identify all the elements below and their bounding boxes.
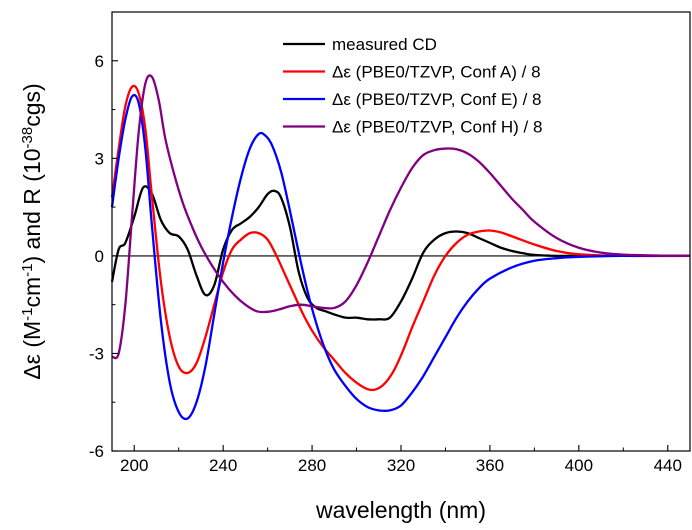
- legend-item-conf-a: Δε (PBE0/TZVP, Conf A) / 8: [283, 63, 541, 82]
- x-tick-label: 200: [120, 456, 148, 475]
- x-tick-label: 240: [209, 456, 237, 475]
- legend: measured CD Δε (PBE0/TZVP, Conf A) / 8 Δ…: [283, 35, 542, 137]
- x-tick-label: 400: [565, 456, 593, 475]
- legend-item-conf-e: Δε (PBE0/TZVP, Conf E) / 8: [283, 90, 541, 109]
- y-tick-label: -6: [89, 442, 104, 461]
- x-tick-label: 360: [476, 456, 504, 475]
- legend-item-measured-cd: measured CD: [283, 35, 437, 54]
- y-tick-label: 0: [95, 247, 104, 266]
- y-tick-label: 6: [95, 52, 104, 71]
- legend-label-conf-e: Δε (PBE0/TZVP, Conf E) / 8: [332, 90, 541, 109]
- y-axis-title: Δε (M-1cm-1) and R (10-38cgs): [19, 83, 46, 379]
- y-axis: -6 -3 0 3 6: [89, 52, 118, 461]
- x-tick-label: 280: [298, 456, 326, 475]
- legend-label-conf-a: Δε (PBE0/TZVP, Conf A) / 8: [332, 63, 541, 82]
- y-title-part-2: cm: [19, 277, 45, 308]
- x-axis-title: wavelength (nm): [315, 497, 486, 523]
- series-layer: [110, 74, 691, 421]
- y-title-sup-1: -1: [19, 308, 36, 321]
- y-title-part-1: Δε (M: [19, 321, 45, 380]
- y-title-sup-3: -38: [19, 127, 36, 149]
- legend-label-conf-h: Δε (PBE0/TZVP, Conf H) / 8: [332, 118, 542, 137]
- series-conf-e: [110, 93, 691, 421]
- y-title-part-4: cgs): [19, 83, 45, 126]
- x-tick-label: 320: [387, 456, 415, 475]
- y-tick-label: 3: [95, 149, 104, 168]
- y-title-part-3: ) and R (10: [19, 148, 45, 263]
- x-axis: 200 240 280 320 360 400 440: [120, 445, 682, 475]
- legend-label-measured-cd: measured CD: [332, 35, 437, 54]
- y-title-sup-2: -1: [19, 264, 36, 277]
- series-conf-h: [111, 74, 691, 360]
- y-tick-label: -3: [89, 344, 104, 363]
- series-conf-a: [110, 84, 691, 392]
- legend-item-conf-h: Δε (PBE0/TZVP, Conf H) / 8: [283, 118, 542, 137]
- x-tick-label: 440: [654, 456, 682, 475]
